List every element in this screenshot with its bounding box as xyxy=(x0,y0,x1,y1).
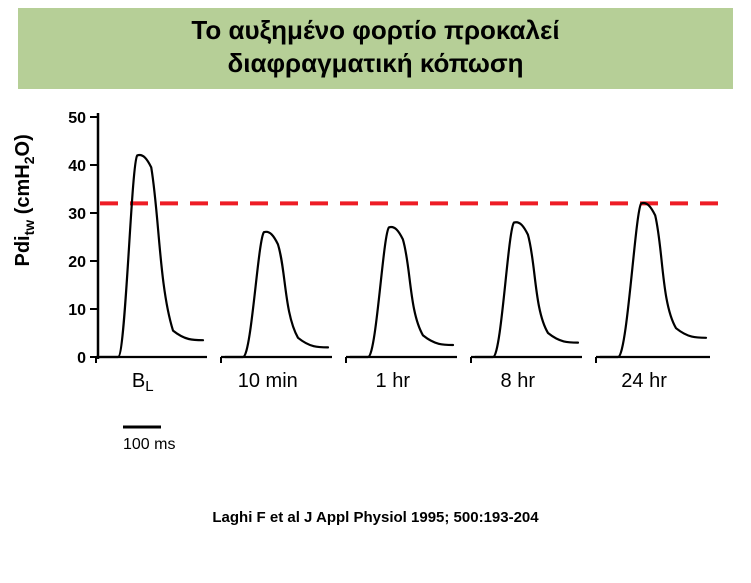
svg-text:20: 20 xyxy=(68,254,86,271)
svg-text:10 min: 10 min xyxy=(238,370,298,392)
svg-text:24 hr: 24 hr xyxy=(621,370,667,392)
svg-text:BL: BL xyxy=(132,370,154,395)
title-line-2: διαφραγματική κόπωση xyxy=(28,47,723,80)
title-banner: Το αυξημένο φορτίο προκαλεί διαφραγματικ… xyxy=(18,8,733,89)
chart-svg: 0 10 20 30 40 50 BL 10 min 1 hr 8 hr 24 hr 100 ms xyxy=(18,107,733,507)
svg-text:10: 10 xyxy=(68,302,86,319)
title-line-1: Το αυξημένο φορτίο προκαλεί xyxy=(28,14,723,47)
svg-text:0: 0 xyxy=(77,350,86,367)
svg-text:30: 30 xyxy=(68,206,86,223)
svg-text:1 hr: 1 hr xyxy=(376,370,411,392)
svg-text:100 ms: 100 ms xyxy=(123,436,175,453)
chart-area: Pditw (cmH2O) 01020304050BL10 min1 hr8 h… xyxy=(18,107,733,437)
svg-text:50: 50 xyxy=(68,110,86,127)
svg-text:8 hr: 8 hr xyxy=(501,370,536,392)
citation: Laghi F et al J Appl Physiol 1995; 500:1… xyxy=(0,509,751,526)
svg-text:40: 40 xyxy=(68,158,86,175)
